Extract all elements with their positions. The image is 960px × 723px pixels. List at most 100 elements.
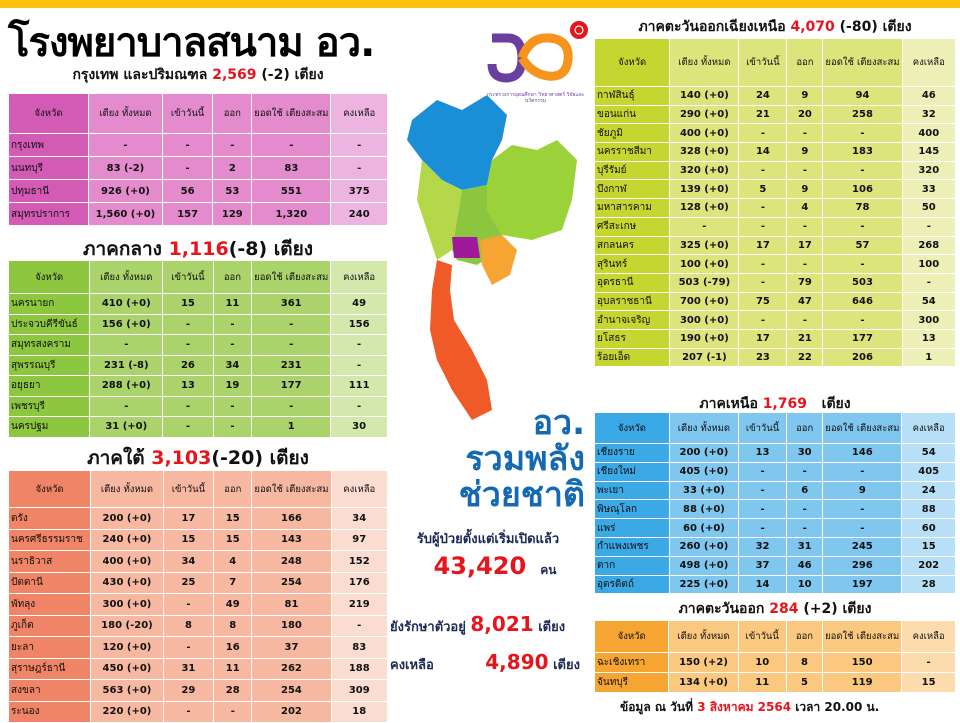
- table-row: ปทุมธานี 926 (+0) 56 53 551 375: [7, 179, 388, 203]
- table-row: กรุงเทพ - - - - -: [7, 133, 388, 157]
- value-cell: 206: [822, 347, 903, 368]
- value-cell: 75: [738, 291, 788, 312]
- table-row: ขอนแก่น 290 (+0) 21 20 258 32: [593, 104, 957, 125]
- header-row: จังหวัด เตียง ทั้งหมด เข้าวันนี้ ออก ยอดใช้ …: [7, 260, 388, 294]
- header-row: จังหวัด เตียง ทั้งหมด เข้าวันนี้ ออก ยอดใช้ …: [593, 38, 957, 87]
- value-cell: 5: [785, 672, 824, 693]
- value-cell: -: [738, 310, 788, 330]
- province-cell: กรุงเทพ: [7, 133, 90, 157]
- province-cell: นนทบุรี: [7, 156, 90, 180]
- table-row: ยะลา 120 (+0) -16 37 83: [7, 636, 389, 659]
- value-cell: 17: [738, 328, 788, 349]
- value-cell: -: [89, 395, 164, 417]
- column-header: ยอดใช้ เตียงสะสม: [251, 470, 332, 508]
- value-cell: 8: [785, 652, 824, 673]
- province-cell: พัทลุง: [7, 593, 92, 616]
- table-row: พัทลุง 300 (+0) -49 81 219: [7, 593, 389, 616]
- value-cell: -: [251, 395, 332, 417]
- column-header: จังหวัด: [593, 620, 670, 653]
- table-north: จังหวัด เตียง ทั้งหมด เข้าวันนี้ ออก ยอดใช้ …: [594, 412, 956, 595]
- value-cell: 150 (+2): [668, 652, 739, 673]
- value-cell: 79: [786, 272, 824, 293]
- value-cell: 300: [901, 310, 957, 330]
- value-cell: 34: [162, 550, 215, 573]
- value-cell: -: [330, 354, 388, 376]
- table-south: จังหวัด เตียง ทั้งหมด เข้าวันนี้ ออก ยอดใช้ …: [7, 470, 389, 723]
- table-row: นนทบุรี 83 (-2) -2 83-: [7, 156, 388, 180]
- value-cell: 180: [251, 614, 332, 637]
- province-cell: สมุทรสงคราม: [7, 334, 91, 356]
- map-region-west: [417, 160, 462, 260]
- value-cell: 106: [822, 179, 903, 200]
- value-cell: -: [162, 416, 214, 438]
- value-cell: 37: [738, 555, 788, 576]
- value-cell: -: [822, 499, 903, 520]
- province-cell: จันทบุรี: [593, 672, 670, 693]
- province-cell: บุรีรัมย์: [593, 160, 671, 181]
- value-cell: -: [738, 461, 788, 482]
- column-header: จังหวัด: [594, 412, 670, 444]
- value-cell: 46: [786, 555, 824, 576]
- value-cell: -: [786, 461, 824, 482]
- value-cell: -: [822, 461, 903, 482]
- header-row: จังหวัด เตียง ทั้งหมด เข้าวันนี้ ออก ยอดใช้ …: [7, 470, 389, 508]
- value-cell: 288 (+0): [89, 375, 164, 397]
- value-cell: 700 (+0): [669, 291, 740, 312]
- value-cell: -: [822, 518, 903, 538]
- value-cell: 143: [251, 528, 332, 551]
- value-cell: -: [738, 518, 788, 538]
- value-cell: 1: [251, 416, 332, 438]
- table-row: นครศรีธรรมราช 240 (+0) 15 15 143 97: [7, 528, 389, 551]
- value-cell: 119: [822, 672, 903, 693]
- value-cell: -: [822, 123, 903, 144]
- value-cell: -: [89, 334, 164, 356]
- value-cell: -: [212, 133, 253, 157]
- value-cell: 13: [162, 375, 214, 397]
- value-cell: 29: [162, 679, 215, 702]
- table-row: สมุทรปราการ 1,560 (+0) 157 129 1,320 240: [7, 202, 388, 226]
- value-cell: 4: [786, 198, 824, 218]
- value-cell: 254: [251, 679, 332, 702]
- column-header: จังหวัด: [593, 38, 671, 87]
- value-cell: -: [822, 216, 903, 237]
- map-region-bangkok: [452, 237, 480, 258]
- table-east: จังหวัด เตียง ทั้งหมด เข้าวันนี้ ออก ยอดใช้ …: [593, 620, 956, 693]
- admitted-total: 43,420 คน: [433, 552, 557, 580]
- province-cell: สงขลา: [7, 679, 92, 702]
- province-cell: นครนายก: [7, 293, 91, 315]
- value-cell: 503 (-79): [669, 272, 740, 293]
- value-cell: 8: [162, 614, 215, 637]
- value-cell: -: [786, 216, 824, 237]
- value-cell: 22: [786, 347, 824, 368]
- value-cell: 145: [901, 142, 957, 162]
- table-row: พิษณุโลก 88 (+0) - - -88: [594, 499, 956, 520]
- value-cell: 57: [822, 235, 903, 256]
- value-cell: 34: [212, 354, 253, 376]
- value-cell: 30: [786, 443, 824, 463]
- province-cell: ขอนแก่น: [593, 104, 671, 125]
- table-row: นครนายก 410 (+0) 15 11 361 49: [7, 293, 388, 315]
- value-cell: 177: [822, 328, 903, 349]
- value-cell: 21: [786, 328, 824, 349]
- province-cell: อำนาจเจริญ: [593, 310, 671, 330]
- value-cell: -: [162, 334, 214, 356]
- value-cell: 81: [251, 593, 332, 616]
- table-row: จันทบุรี 134 (+0) 11 5 119 15: [593, 672, 956, 693]
- column-header: ออก: [786, 412, 824, 444]
- value-cell: 563 (+0): [90, 679, 164, 702]
- column-header: เข้าวันนี้: [737, 620, 787, 653]
- value-cell: 50: [901, 198, 957, 218]
- value-cell: 120 (+0): [90, 636, 164, 659]
- value-cell: 31: [786, 536, 824, 557]
- table-row: สุราษฎร์ธานี 450 (+0) 31 11 262 188: [7, 657, 389, 680]
- province-cell: พิษณุโลก: [594, 499, 670, 520]
- column-header: คงเหลือ: [901, 38, 957, 87]
- value-cell: -: [162, 313, 214, 335]
- value-cell: 14: [738, 574, 788, 595]
- region-title-central: ภาคกลาง 1,116(-8) เตียง: [82, 238, 314, 260]
- value-cell: 13: [738, 443, 788, 463]
- value-cell: 13: [901, 328, 957, 349]
- table-row: ตาก 498 (+0) 37 46 296 202: [594, 555, 956, 576]
- province-cell: ระนอง: [7, 700, 92, 723]
- province-cell: สุรินทร์: [593, 254, 671, 274]
